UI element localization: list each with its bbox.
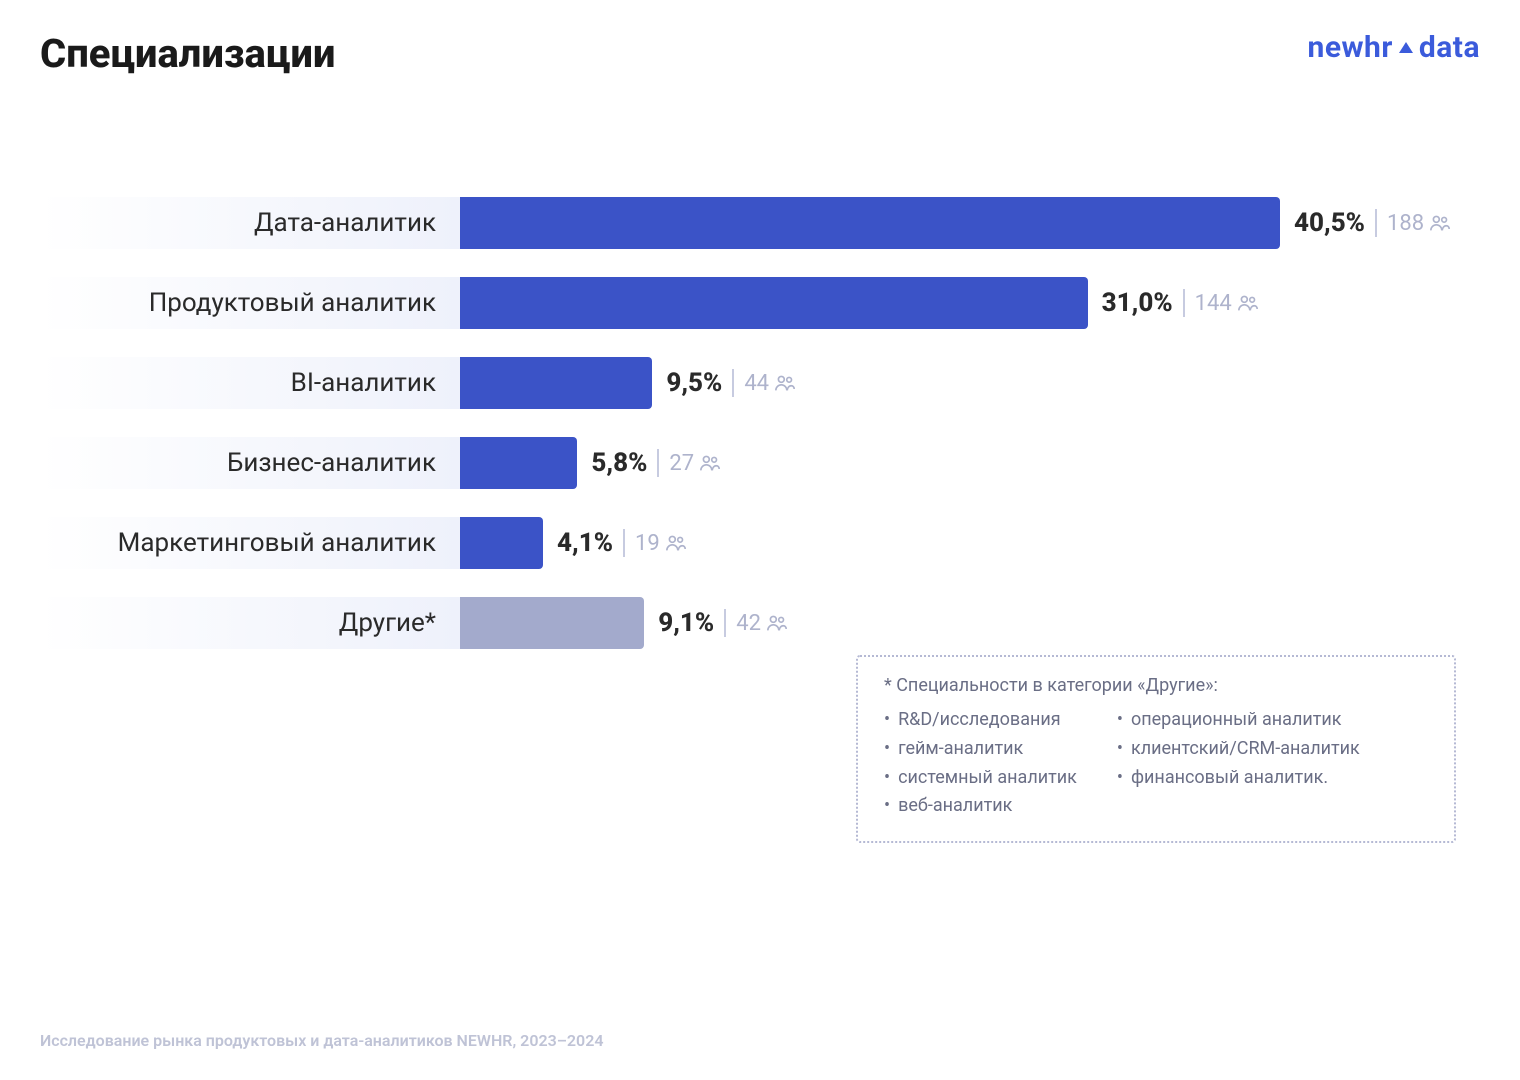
people-icon <box>766 613 788 633</box>
bar-track: 9,5% 44 <box>460 357 1480 409</box>
bar <box>460 197 1280 249</box>
percent-value: 5,8% <box>591 448 647 478</box>
count-number: 19 <box>635 531 660 556</box>
count-number: 188 <box>1387 211 1424 236</box>
bar-track: 31,0% 144 <box>460 277 1480 329</box>
value-group: 4,1% 19 <box>557 528 687 558</box>
footnote-item: операционный аналитик <box>1117 706 1360 735</box>
bar-label: Маркетинговый аналитик <box>40 517 460 569</box>
count-number: 42 <box>736 611 761 636</box>
footnote-item: системный аналитик <box>884 764 1077 793</box>
count-value: 27 <box>669 451 721 476</box>
header: Специализации newhr data <box>40 30 1480 77</box>
footnote-item: финансовый аналитик. <box>1117 764 1360 793</box>
people-icon <box>665 533 687 553</box>
count-number: 44 <box>744 371 769 396</box>
bar <box>460 597 644 649</box>
percent-value: 40,5% <box>1294 208 1365 238</box>
footer-text: Исследование рынка продуктовых и дата-ан… <box>40 1031 603 1050</box>
bar <box>460 277 1088 329</box>
bar-label: Другие* <box>40 597 460 649</box>
percent-value: 31,0% <box>1102 288 1173 318</box>
value-group: 5,8% 27 <box>591 448 721 478</box>
count-number: 144 <box>1195 291 1232 316</box>
divider <box>732 369 734 397</box>
specializations-chart: Дата-аналитик 40,5% 188 Продуктовый аналити… <box>40 197 1480 649</box>
chart-row: Маркетинговый аналитик 4,1% 19 <box>40 517 1480 569</box>
footnote-columns: R&D/исследованиягейм-аналитиксистемный а… <box>884 706 1428 821</box>
divider <box>623 529 625 557</box>
value-group: 9,1% 42 <box>658 608 788 638</box>
footnote-title: * Специальности в категории «Другие»: <box>884 675 1428 696</box>
value-group: 31,0% 144 <box>1102 288 1259 318</box>
logo-part-2: data <box>1419 30 1480 65</box>
people-icon <box>1429 213 1451 233</box>
bar <box>460 517 543 569</box>
count-value: 188 <box>1387 211 1451 236</box>
value-group: 9,5% 44 <box>666 368 796 398</box>
logo: newhr data <box>1308 30 1481 65</box>
chart-row: Другие* 9,1% 42 <box>40 597 1480 649</box>
footnote-item: R&D/исследования <box>884 706 1077 735</box>
footnote-box: * Специальности в категории «Другие»: R&… <box>856 655 1456 843</box>
bar-label: Продуктовый аналитик <box>40 277 460 329</box>
bar-track: 4,1% 19 <box>460 517 1480 569</box>
percent-value: 4,1% <box>557 528 613 558</box>
divider <box>1183 289 1185 317</box>
people-icon <box>1237 293 1259 313</box>
bar-track: 40,5% 188 <box>460 197 1480 249</box>
people-icon <box>774 373 796 393</box>
percent-value: 9,1% <box>658 608 714 638</box>
footnote-col-1: R&D/исследованиягейм-аналитиксистемный а… <box>884 706 1077 821</box>
count-value: 42 <box>736 611 788 636</box>
count-value: 19 <box>635 531 687 556</box>
divider <box>1375 209 1377 237</box>
count-value: 44 <box>744 371 796 396</box>
footnote-item: клиентский/CRM-аналитик <box>1117 735 1360 764</box>
chart-row: Продуктовый аналитик 31,0% 144 <box>40 277 1480 329</box>
caret-up-icon <box>1399 42 1413 53</box>
footnote-item: гейм-аналитик <box>884 735 1077 764</box>
chart-row: Бизнес-аналитик 5,8% 27 <box>40 437 1480 489</box>
bar-track: 5,8% 27 <box>460 437 1480 489</box>
chart-row: Дата-аналитик 40,5% 188 <box>40 197 1480 249</box>
bar-label: BI-аналитик <box>40 357 460 409</box>
bar <box>460 357 652 409</box>
bar <box>460 437 577 489</box>
divider <box>724 609 726 637</box>
bar-track: 9,1% 42 <box>460 597 1480 649</box>
footnote-item: веб-аналитик <box>884 792 1077 821</box>
footnote-col-2: операционный аналитикклиентский/CRM-анал… <box>1117 706 1360 821</box>
value-group: 40,5% 188 <box>1294 208 1451 238</box>
bar-label: Дата-аналитик <box>40 197 460 249</box>
count-number: 27 <box>669 451 694 476</box>
divider <box>657 449 659 477</box>
bar-label: Бизнес-аналитик <box>40 437 460 489</box>
page-title: Специализации <box>40 30 335 77</box>
percent-value: 9,5% <box>666 368 722 398</box>
logo-part-1: newhr <box>1308 30 1393 65</box>
people-icon <box>699 453 721 473</box>
chart-row: BI-аналитик 9,5% 44 <box>40 357 1480 409</box>
count-value: 144 <box>1195 291 1259 316</box>
